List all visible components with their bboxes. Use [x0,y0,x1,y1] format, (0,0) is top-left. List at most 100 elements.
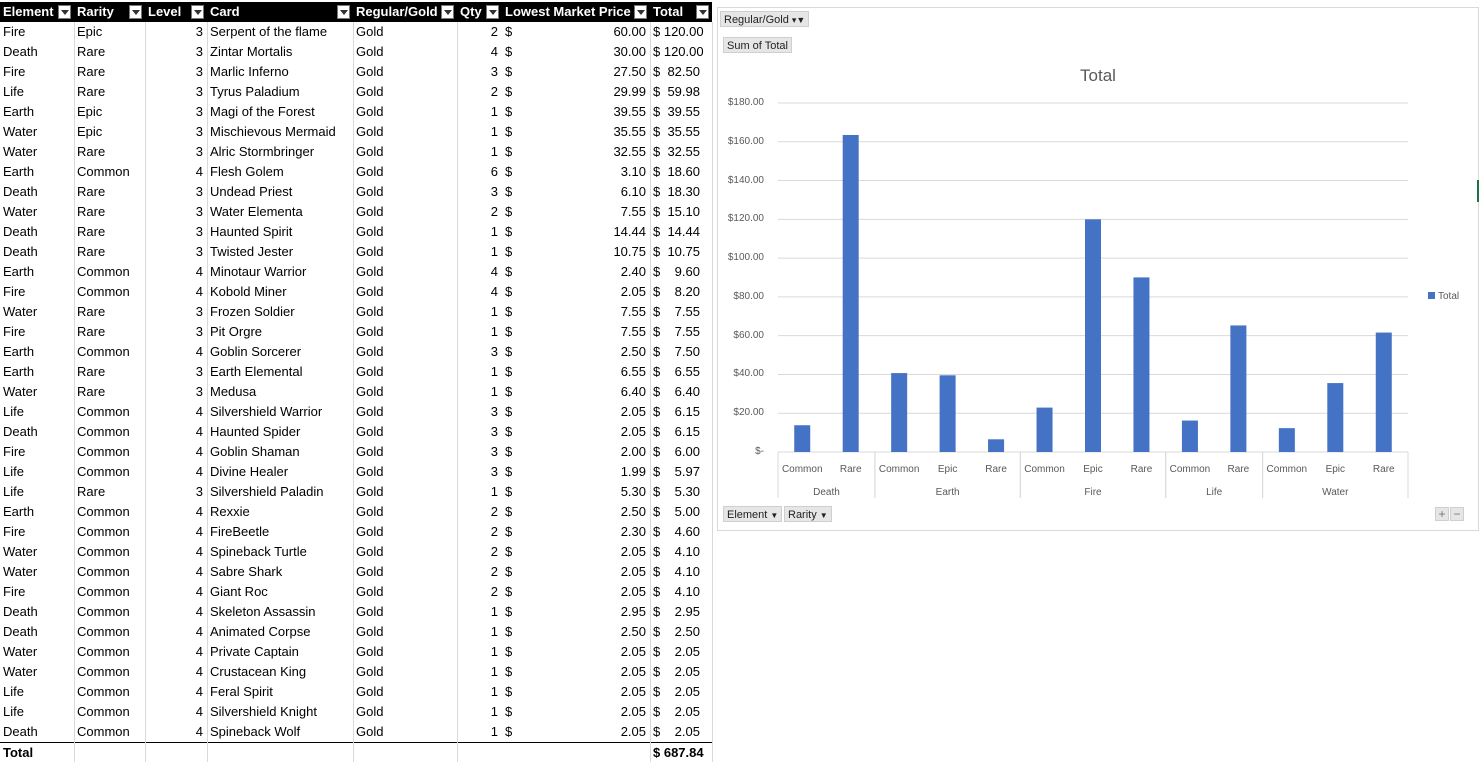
cell-rarity[interactable]: Common [77,544,130,559]
cell-level[interactable]: 3 [195,484,203,499]
header-rarity[interactable]: Rarity [77,4,114,19]
cell-total[interactable]: $ 6.15 [653,424,700,439]
cell-element[interactable]: Fire [3,324,26,339]
cell-dollar[interactable]: $ [505,544,513,559]
cell-dollar[interactable]: $ [505,504,513,519]
cell-card[interactable]: Medusa [210,384,257,399]
cell-card[interactable]: Feral Spirit [210,684,273,699]
cell-dollar[interactable]: $ [505,104,513,119]
cell-level[interactable]: 4 [195,464,203,479]
cell-total[interactable]: $ 6.15 [653,404,700,419]
cell-element[interactable]: Fire [3,524,26,539]
cell-rarity[interactable]: Common [77,724,130,739]
cell-element[interactable]: Death [3,424,38,439]
cell-price[interactable]: 2.05 [620,684,646,699]
cell-qty[interactable]: 1 [490,604,498,619]
cell-qty[interactable]: 1 [490,124,498,139]
cell-card[interactable]: Earth Elemental [210,364,303,379]
cell-card[interactable]: Zintar Mortalis [210,44,293,59]
cell-level[interactable]: 4 [195,344,203,359]
filter-dropdown-icon[interactable] [634,5,647,19]
cell-total[interactable]: $ 4.10 [653,564,700,579]
cell-price[interactable]: 39.55 [613,104,646,119]
cell-total[interactable]: $ 59.98 [653,84,700,99]
collapse-field-button[interactable]: − [1450,507,1464,521]
cell-total[interactable]: $ 2.05 [653,644,700,659]
cell-rg[interactable]: Gold [356,504,384,519]
cell-element[interactable]: Death [3,184,38,199]
cell-total[interactable]: $ 6.40 [653,384,700,399]
cell-element[interactable]: Water [3,564,38,579]
cell-level[interactable]: 3 [195,124,203,139]
cell-card[interactable]: Mischievous Mermaid [210,124,336,139]
cell-level[interactable]: 3 [195,24,203,39]
cell-card[interactable]: Haunted Spider [210,424,301,439]
cell-rarity[interactable]: Rare [77,184,106,199]
cell-rg[interactable]: Gold [356,144,384,159]
cell-qty[interactable]: 1 [490,704,498,719]
cell-rarity[interactable]: Rare [77,84,106,99]
filter-dropdown-icon[interactable] [191,5,204,19]
cell-rg[interactable]: Gold [356,304,384,319]
cell-element[interactable]: Earth [3,344,35,359]
cell-total[interactable]: $ 8.20 [653,284,700,299]
cell-rarity[interactable]: Common [77,264,130,279]
cell-dollar[interactable]: $ [505,704,513,719]
cell-level[interactable]: 3 [195,144,203,159]
bar-life-rare[interactable] [1230,325,1247,452]
filter-dropdown-icon[interactable] [58,5,71,19]
cell-rarity[interactable]: Common [77,644,130,659]
cell-card[interactable]: Goblin Shaman [210,444,300,459]
cell-rarity[interactable]: Common [77,464,130,479]
bar-earth-rare[interactable] [988,439,1005,452]
cell-rg[interactable]: Gold [356,204,384,219]
cell-card[interactable]: Rexxie [210,504,250,519]
cell-price[interactable]: 5.30 [620,484,646,499]
cell-element[interactable]: Earth [3,104,35,119]
cell-element[interactable]: Death [3,624,38,639]
cell-dollar[interactable]: $ [505,24,513,39]
cell-qty[interactable]: 1 [490,484,498,499]
cell-level[interactable]: 4 [195,504,203,519]
cell-qty[interactable]: 2 [490,204,498,219]
cell-rarity[interactable]: Common [77,504,130,519]
cell-qty[interactable]: 4 [490,264,498,279]
cell-price[interactable]: 6.40 [620,384,646,399]
cell-level[interactable]: 4 [195,684,203,699]
cell-level[interactable]: 4 [195,644,203,659]
cell-level[interactable]: 3 [195,384,203,399]
cell-rg[interactable]: Gold [356,224,384,239]
cell-element[interactable]: Water [3,644,38,659]
cell-total[interactable]: $ 120.00 [653,44,704,59]
cell-rarity[interactable]: Rare [77,304,106,319]
cell-level[interactable]: 4 [195,664,203,679]
cell-total[interactable]: $ 6.00 [653,444,700,459]
cell-price[interactable]: 7.55 [620,324,646,339]
cell-card[interactable]: Water Elementa [210,204,303,219]
cell-level[interactable]: 3 [195,244,203,259]
cell-rg[interactable]: Gold [356,324,384,339]
cell-rg[interactable]: Gold [356,104,384,119]
cell-dollar[interactable]: $ [505,264,513,279]
cell-card[interactable]: Magi of the Forest [210,104,315,119]
bar-earth-common[interactable] [891,373,908,452]
cell-rg[interactable]: Gold [356,704,384,719]
cell-dollar[interactable]: $ [505,84,513,99]
filter-dropdown-icon[interactable] [696,5,709,19]
cell-qty[interactable]: 4 [490,284,498,299]
cell-total[interactable]: $ 14.44 [653,224,700,239]
cell-qty[interactable]: 3 [490,424,498,439]
cell-element[interactable]: Fire [3,584,26,599]
cell-price[interactable]: 3.10 [620,164,646,179]
cell-price[interactable]: 35.55 [613,124,646,139]
bar-fire-epic[interactable] [1085,219,1101,452]
bar-earth-epic[interactable] [939,375,956,452]
cell-rarity[interactable]: Common [77,624,130,639]
cell-element[interactable]: Water [3,384,38,399]
bar-water-common[interactable] [1278,428,1295,452]
cell-level[interactable]: 4 [195,624,203,639]
cell-card[interactable]: Animated Corpse [210,624,311,639]
cell-qty[interactable]: 2 [490,584,498,599]
cell-total[interactable]: $ 2.50 [653,624,700,639]
cell-card[interactable]: Giant Roc [210,584,268,599]
